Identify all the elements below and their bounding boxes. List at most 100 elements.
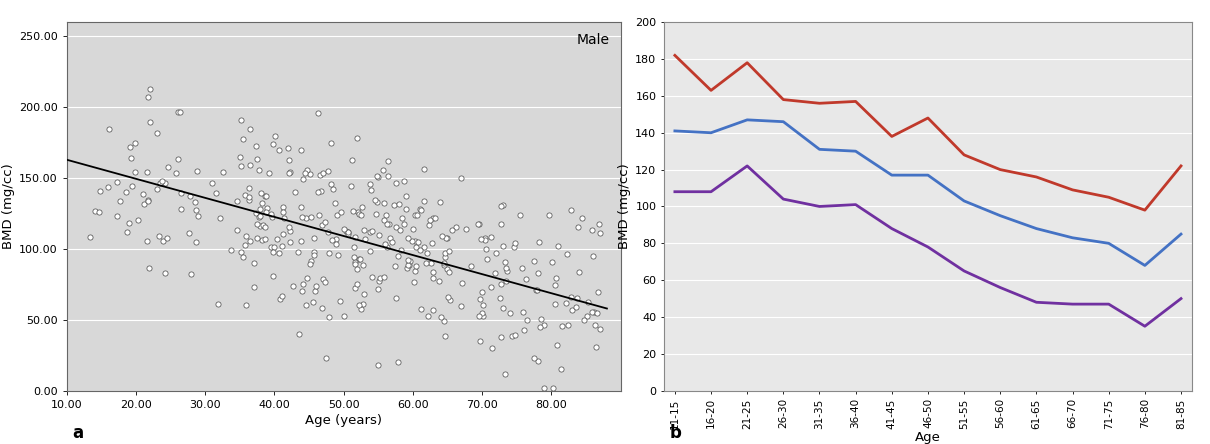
Point — [513, 309, 532, 316]
Point — [396, 206, 415, 213]
-1SD — [1030, 300, 1044, 305]
Point — [270, 249, 289, 256]
Mean BMD — [957, 198, 972, 204]
Point — [319, 313, 339, 320]
Point — [558, 321, 577, 329]
Point — [334, 225, 353, 232]
Point — [506, 240, 525, 247]
Point — [327, 236, 346, 243]
Point — [456, 226, 476, 233]
Point — [557, 250, 576, 258]
Point — [312, 222, 332, 229]
Point — [309, 212, 328, 219]
Point — [451, 302, 471, 309]
Point — [401, 258, 420, 265]
Point — [301, 257, 321, 264]
Point — [306, 282, 325, 289]
X-axis label: Age (years): Age (years) — [305, 414, 382, 427]
-1SD — [848, 202, 863, 207]
Point — [309, 188, 328, 195]
Point — [388, 252, 408, 259]
Point — [138, 94, 157, 101]
Point — [399, 261, 419, 268]
Point — [491, 221, 511, 228]
Point — [474, 301, 494, 309]
-1SD — [812, 204, 826, 209]
Point — [368, 198, 387, 205]
Point — [248, 234, 267, 242]
Point — [422, 269, 442, 276]
Point — [589, 221, 609, 228]
Point — [234, 254, 253, 261]
Point — [578, 298, 598, 305]
Point — [368, 361, 387, 369]
Point — [388, 358, 408, 365]
Point — [410, 246, 430, 253]
Point — [424, 274, 443, 281]
Point — [157, 234, 177, 242]
Point — [249, 214, 269, 221]
Point — [392, 246, 411, 253]
Point — [572, 214, 592, 222]
Point — [90, 187, 109, 194]
+1SD — [993, 167, 1008, 172]
Point — [422, 239, 442, 246]
Point — [318, 228, 338, 235]
Point — [172, 189, 191, 196]
Point — [365, 210, 385, 217]
Point — [179, 230, 198, 237]
Point — [325, 199, 345, 206]
Point — [213, 168, 232, 175]
Point — [566, 304, 586, 311]
Point — [380, 234, 399, 241]
Point — [374, 274, 393, 281]
Point — [330, 209, 350, 216]
Mean BMD — [668, 128, 682, 134]
Point — [378, 243, 397, 250]
Point — [295, 169, 315, 176]
Point — [561, 207, 581, 214]
+1SD — [668, 53, 682, 58]
Point — [86, 207, 105, 214]
Point — [258, 204, 277, 211]
Point — [289, 331, 309, 338]
Point — [311, 187, 330, 194]
Point — [561, 293, 581, 301]
Line: +1SD: +1SD — [675, 56, 1181, 210]
Point — [155, 269, 174, 276]
Point — [240, 162, 259, 169]
Point — [563, 307, 582, 314]
Point — [567, 294, 587, 301]
Point — [249, 167, 269, 174]
Point — [321, 181, 340, 188]
Point — [419, 313, 438, 320]
Point — [404, 278, 424, 285]
Point — [270, 295, 289, 302]
Point — [318, 167, 338, 174]
Point — [548, 243, 567, 250]
Point — [439, 248, 459, 255]
+1SD — [741, 60, 755, 65]
Point — [361, 247, 380, 254]
Point — [261, 211, 281, 218]
Point — [261, 244, 281, 251]
Point — [589, 325, 609, 333]
Mean BMD — [1174, 231, 1188, 237]
Mean BMD — [921, 172, 935, 178]
Point — [474, 312, 494, 319]
Point — [317, 354, 336, 361]
Mean BMD — [776, 119, 790, 124]
Point — [390, 227, 409, 234]
Point — [575, 317, 594, 324]
Point — [422, 214, 442, 221]
Point — [351, 211, 370, 218]
Point — [350, 301, 369, 308]
Point — [583, 253, 603, 260]
Point — [405, 237, 425, 244]
+1SD — [1101, 194, 1116, 200]
Point — [273, 204, 293, 211]
Point — [436, 254, 455, 261]
Point — [590, 229, 610, 236]
Point — [365, 197, 385, 204]
Point — [304, 298, 323, 305]
